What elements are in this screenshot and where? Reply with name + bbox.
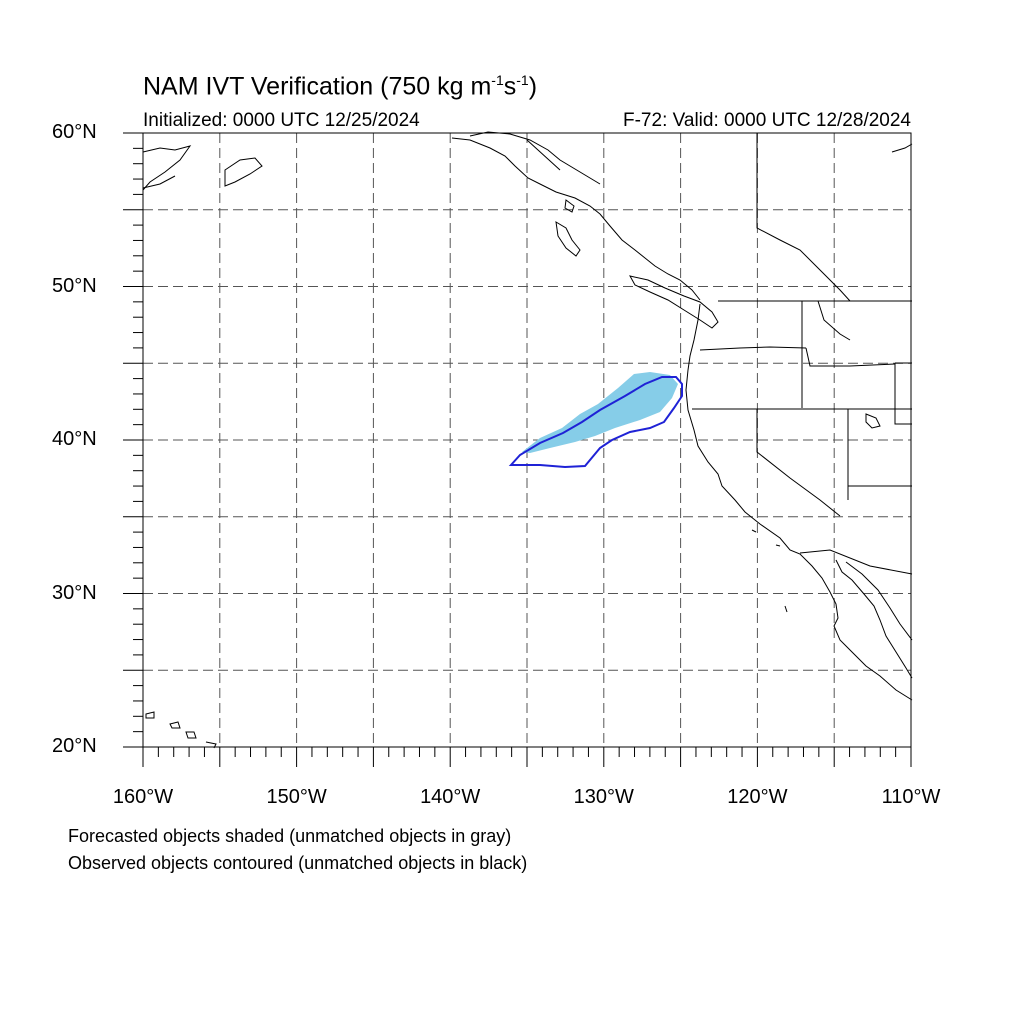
map-title: NAM IVT Verification (750 kg m-1s-1) bbox=[143, 72, 538, 101]
latitude-label: 50°N bbox=[52, 274, 97, 297]
axis-ticks bbox=[123, 132, 912, 767]
longitude-label: 130°W bbox=[573, 786, 634, 808]
valid-time: F-72: Valid: 0000 UTC 12/28/2024 bbox=[623, 110, 911, 131]
initialized-time: Initialized: 0000 UTC 12/25/2024 bbox=[143, 110, 420, 131]
observed-legend-note: Observed objects contoured (unmatched ob… bbox=[68, 853, 528, 873]
latitude-label: 20°N bbox=[52, 735, 97, 757]
latitude-label: 40°N bbox=[52, 428, 97, 450]
observed-object-contour bbox=[508, 376, 683, 469]
coastlines bbox=[142, 131, 913, 749]
forecast-legend-note: Forecasted objects shaded (unmatched obj… bbox=[68, 826, 512, 846]
forecast-object bbox=[522, 372, 678, 453]
longitude-label: 110°W bbox=[881, 786, 941, 808]
longitude-label: 140°W bbox=[420, 786, 481, 808]
political-borders bbox=[692, 133, 913, 575]
longitude-label: 160°W bbox=[112, 786, 174, 808]
latitude-label: 30°N bbox=[52, 581, 97, 604]
map-frame bbox=[142, 132, 912, 748]
gridlines bbox=[143, 133, 911, 747]
longitude-label: 120°W bbox=[727, 786, 788, 808]
longitude-label: 150°W bbox=[266, 786, 327, 808]
latitude-label: 60°N bbox=[52, 121, 97, 143]
